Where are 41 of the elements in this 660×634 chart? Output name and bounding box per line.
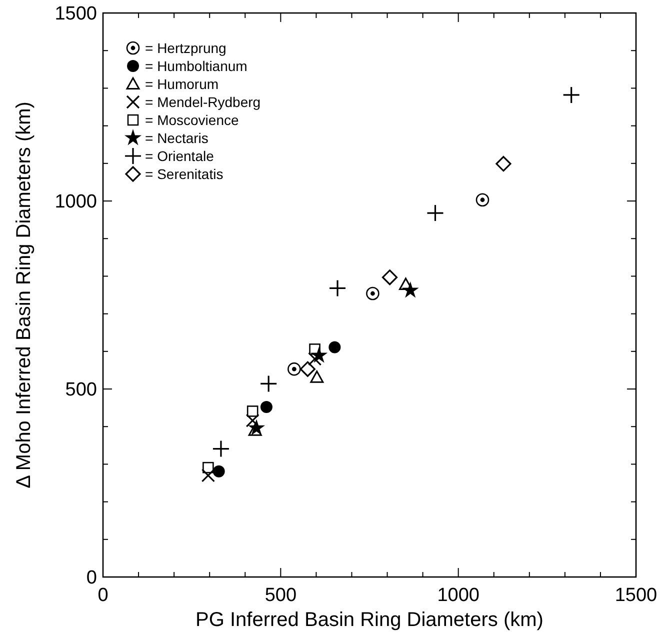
legend-label: = Mendel-Rydberg bbox=[145, 94, 261, 110]
point bbox=[328, 341, 341, 354]
point bbox=[288, 362, 301, 376]
y-tick-label: 1000 bbox=[54, 192, 97, 213]
legend-label: = Hertzprung bbox=[145, 40, 226, 56]
point bbox=[260, 374, 278, 393]
y-tick-label: 0 bbox=[86, 568, 97, 589]
point bbox=[426, 204, 444, 222]
point bbox=[562, 86, 580, 104]
point bbox=[310, 370, 324, 383]
legend-label: = Moscovience bbox=[145, 112, 239, 128]
point bbox=[366, 286, 380, 300]
legend-label: = Humorum bbox=[145, 76, 219, 92]
point bbox=[260, 401, 272, 414]
x-tick-label: 1000 bbox=[437, 585, 480, 606]
x-tick-label: 1500 bbox=[614, 585, 658, 606]
point bbox=[246, 414, 260, 428]
point bbox=[246, 406, 258, 417]
point bbox=[308, 352, 322, 366]
legend-label: = Humboltianum bbox=[145, 58, 248, 74]
legend-label: = Serenitatis bbox=[145, 166, 224, 182]
point bbox=[496, 156, 512, 172]
point bbox=[300, 361, 316, 377]
y-tick-label: 1500 bbox=[54, 4, 97, 25]
point bbox=[248, 424, 262, 436]
point bbox=[212, 465, 225, 478]
point bbox=[202, 462, 214, 474]
point bbox=[328, 279, 346, 298]
y-axis-title: Δ Moho Inferred Basin Ring Diameters (km) bbox=[13, 102, 35, 488]
point bbox=[310, 346, 328, 363]
y-tick-label: 500 bbox=[65, 380, 97, 401]
point bbox=[201, 468, 215, 482]
x-tick-label: 500 bbox=[264, 585, 297, 606]
point bbox=[476, 193, 490, 207]
point bbox=[212, 440, 230, 458]
legend-label: = Orientale bbox=[145, 148, 214, 164]
point bbox=[402, 282, 419, 298]
point bbox=[248, 419, 266, 436]
legend-label: = Nectaris bbox=[145, 130, 208, 146]
point bbox=[382, 270, 398, 286]
x-axis-title: PG Inferred Basin Ring Diameters (km) bbox=[196, 609, 544, 631]
